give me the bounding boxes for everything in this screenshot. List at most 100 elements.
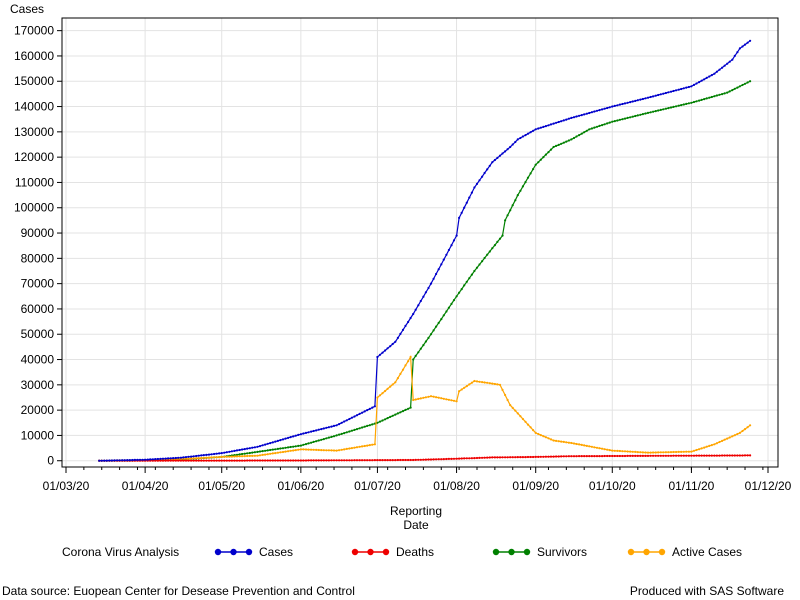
data-point (532, 455, 535, 459)
data-point (447, 248, 450, 252)
data-point (585, 455, 588, 458)
data-point (488, 456, 491, 459)
data-point (483, 171, 486, 175)
data-point (322, 438, 325, 441)
data-point (394, 340, 397, 343)
data-point (557, 120, 560, 124)
data-point (634, 99, 637, 102)
data-point (565, 118, 568, 121)
data-point (271, 452, 274, 455)
data-point (473, 269, 476, 273)
data-point (493, 244, 496, 247)
data-point (557, 143, 560, 146)
data-point (657, 454, 660, 457)
data-point (468, 277, 471, 280)
data-point (723, 92, 726, 95)
data-point (634, 450, 637, 453)
data-point (238, 459, 241, 462)
data-point (669, 106, 673, 109)
data-point (608, 449, 611, 452)
data-point (532, 129, 535, 132)
data-point (230, 450, 233, 453)
data-point (698, 448, 701, 451)
data-point (542, 455, 545, 458)
data-point (601, 455, 604, 458)
data-point (269, 448, 272, 452)
data-point (672, 450, 675, 454)
data-point (736, 432, 739, 436)
data-point (733, 434, 736, 437)
data-point (412, 312, 415, 316)
x-tick-label: 01/09/20 (512, 479, 559, 493)
data-point (611, 120, 614, 123)
data-point (230, 455, 233, 458)
data-point (475, 182, 479, 185)
data-point (394, 381, 397, 384)
data-point (483, 256, 486, 260)
data-point (241, 452, 244, 456)
data-point (465, 280, 468, 283)
data-point (276, 459, 279, 462)
y-tick-label: 150000 (14, 74, 54, 88)
data-point (713, 72, 716, 75)
data-point (440, 263, 443, 266)
data-point (190, 455, 193, 458)
data-point (248, 447, 251, 450)
data-point (284, 437, 287, 440)
data-point (618, 449, 622, 453)
data-point (220, 455, 223, 458)
data-point (687, 450, 691, 453)
data-point (376, 396, 379, 399)
x-tick-label: 01/12/20 (745, 479, 792, 493)
data-point (680, 454, 683, 457)
data-point (611, 449, 614, 452)
data-point (654, 110, 657, 113)
data-point (345, 447, 348, 450)
data-point (215, 456, 218, 459)
data-point (269, 452, 272, 455)
data-point (437, 396, 440, 399)
data-point (401, 410, 405, 413)
data-point (652, 110, 655, 113)
x-tick-label: 01/07/20 (354, 479, 401, 493)
data-point (710, 95, 713, 99)
data-point (667, 107, 670, 110)
data-point (572, 136, 576, 140)
legend-item-survivors: Survivors (492, 545, 587, 559)
data-point (713, 95, 716, 98)
data-point (281, 438, 285, 441)
data-point (445, 398, 448, 401)
data-point (266, 449, 269, 452)
data-point (626, 450, 629, 453)
data-point (304, 431, 308, 434)
data-point (506, 456, 509, 459)
data-point (590, 445, 594, 448)
legend-marker (523, 548, 531, 556)
data-point (703, 454, 706, 457)
data-point (401, 368, 405, 371)
data-point (210, 453, 213, 456)
data-point (516, 194, 519, 197)
data-point (736, 454, 739, 457)
data-point (524, 181, 527, 184)
data-point (419, 299, 422, 303)
data-point (269, 442, 272, 445)
data-point (623, 102, 627, 105)
data-point (276, 447, 279, 450)
data-point (207, 456, 211, 459)
data-point (588, 455, 591, 458)
data-point (475, 266, 479, 269)
data-point (187, 457, 190, 460)
data-point (537, 127, 540, 130)
legend-item-deaths: Deaths (351, 545, 434, 559)
x-tick-label: 01/04/20 (122, 479, 169, 493)
data-point (172, 457, 175, 460)
data-point (542, 435, 545, 438)
data-point (692, 449, 696, 452)
data-point (726, 437, 729, 440)
data-point (749, 424, 752, 427)
data-point (636, 99, 639, 102)
data-point (514, 140, 517, 144)
data-point (246, 447, 249, 450)
data-point (350, 459, 353, 462)
